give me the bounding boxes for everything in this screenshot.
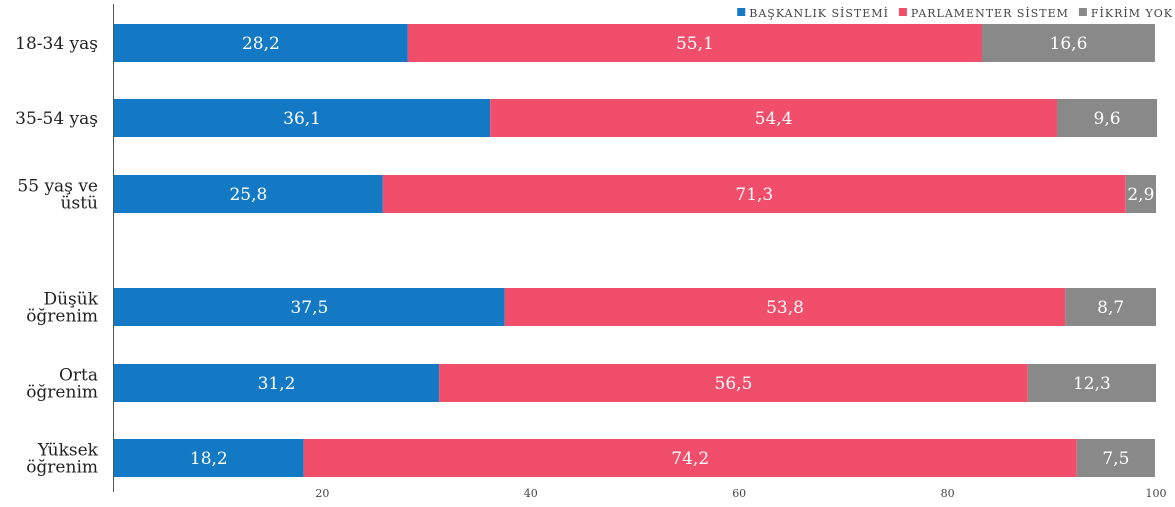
legend-item: PARLAMENTER SİSTEM [898, 6, 1069, 20]
legend-label: BAŞKANLIK SİSTEMİ [749, 6, 889, 20]
category-label: 18-34 yaş [15, 34, 98, 54]
data-label: 74,2 [671, 449, 709, 469]
category-label: 55 yaş ve üstü [17, 177, 98, 214]
data-label: 71,3 [735, 185, 773, 205]
bar-row: 37,5 53,8 8,7 [114, 288, 1156, 326]
bar-segment-baskanlik [114, 364, 440, 402]
bar-row: 28,2 55,1 16,6 [114, 24, 1155, 62]
bar-segment-parlamenter [439, 364, 1028, 402]
data-label: 54,4 [755, 109, 793, 129]
data-label: 2,9 [1127, 185, 1154, 205]
data-label: 9,6 [1094, 109, 1121, 129]
bar-segment-baskanlik [114, 24, 408, 62]
category-label: Düşük öğrenim [26, 290, 99, 327]
legend-label: PARLAMENTER SİSTEM [911, 6, 1069, 20]
bar-segment-fikrim-yok [1125, 175, 1156, 213]
bar-segment-fikrim-yok [1027, 364, 1156, 402]
bar-row: 25,8 71,3 2,9 [114, 175, 1156, 213]
data-label: 53,8 [766, 298, 804, 318]
bar-segment-parlamenter [504, 288, 1066, 326]
data-label: 7,5 [1102, 449, 1129, 469]
category-label: 35-54 yaş [15, 109, 98, 129]
bar-row: 31,2 56,5 12,3 [114, 364, 1156, 402]
bar-segment-fikrim-yok [1076, 439, 1155, 477]
x-tick-label: 60 [732, 487, 746, 500]
data-label: 37,5 [290, 298, 328, 318]
data-label: 28,2 [242, 34, 280, 54]
bar-segment-parlamenter [303, 439, 1077, 477]
data-label: 36,1 [283, 109, 321, 129]
x-tick-label: 20 [315, 487, 329, 500]
legend-swatch [737, 8, 746, 16]
legend-swatch [898, 8, 907, 16]
legend-swatch [1078, 8, 1087, 16]
bar-segment-baskanlik [114, 439, 304, 477]
x-tick-label: 80 [941, 487, 955, 500]
bar-segment-parlamenter [407, 24, 982, 62]
legend-item: BAŞKANLIK SİSTEMİ [737, 6, 889, 20]
category-label: Yüksek öğrenim [26, 441, 98, 478]
legend-label: FİKRİM YOK [1091, 6, 1173, 20]
legend-item: FİKRİM YOK [1078, 6, 1173, 20]
data-label: 55,1 [676, 34, 714, 54]
bar-segment-fikrim-yok [1065, 288, 1156, 326]
bar-segment-baskanlik [114, 288, 505, 326]
bar-row: 18,2 74,2 7,5 [114, 439, 1155, 477]
bars: 28,2 55,1 16,6 36,1 54,4 9,6 25,8 71,3 2,9 37,5 53… [114, 24, 1158, 477]
data-label: 12,3 [1073, 374, 1111, 394]
x-tick-label: 100 [1146, 487, 1167, 500]
x-axis: 20 40 60 80 100 [113, 4, 1167, 500]
bar-segment-baskanlik [114, 175, 383, 213]
category-label: Orta öğrenim [26, 366, 98, 403]
x-tick-label: 40 [524, 487, 538, 500]
data-label: 56,5 [715, 374, 753, 394]
legend: FİKRİM YOK PARLAMENTER SİSTEM BAŞKANLIK Sİ… [737, 6, 1173, 20]
bar-segment-fikrim-yok [1057, 99, 1158, 137]
data-label: 16,6 [1050, 34, 1088, 54]
bar-row: 36,1 54,4 9,6 [114, 99, 1158, 137]
bar-segment-baskanlik [114, 99, 491, 137]
data-label: 31,2 [258, 374, 296, 394]
bar-segment-fikrim-yok [981, 24, 1155, 62]
bar-segment-parlamenter [382, 175, 1126, 213]
data-label: 18,2 [190, 449, 228, 469]
bar-segment-parlamenter [490, 99, 1058, 137]
data-label: 8,7 [1097, 298, 1124, 318]
category-labels: 18-34 yaş 35-54 yaş 55 yaş ve üstü Düşük öğre… [15, 34, 99, 478]
data-label: 25,8 [229, 185, 267, 205]
